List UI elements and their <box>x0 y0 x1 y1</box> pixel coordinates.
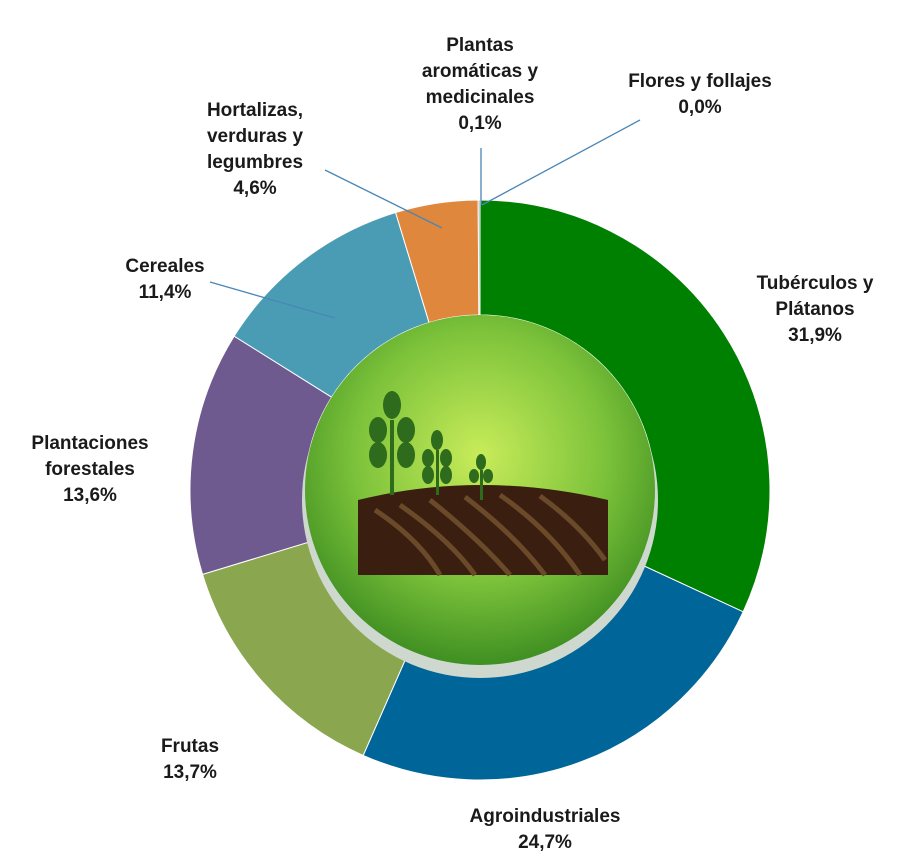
category-label: Frutas <box>160 736 220 757</box>
category-label: Hortalizas, verduras y legumbres <box>206 100 304 173</box>
data-label: Frutas 13,7% <box>130 734 250 786</box>
category-label: Agroindustriales <box>469 806 621 827</box>
data-label: Tubérculos y Plátanos 31,9% <box>745 271 885 349</box>
center-icon <box>302 315 658 678</box>
category-label: Tubérculos y Plátanos <box>756 273 874 320</box>
value-label: 13,7% <box>163 762 217 783</box>
value-label: 13,6% <box>63 485 117 506</box>
value-label: 11,4% <box>138 282 192 303</box>
value-label: 24,7% <box>518 832 572 853</box>
category-label: Plantas aromáticas y medicinales <box>421 35 539 108</box>
category-label: Cereales <box>125 256 205 277</box>
data-label: Plantas aromáticas y medicinales 0,1% <box>395 33 565 137</box>
furrows <box>373 492 608 577</box>
category-label: Plantaciones forestales <box>31 433 149 480</box>
data-label: Agroindustriales 24,7% <box>435 804 655 856</box>
data-label: Cereales 11,4% <box>105 254 225 306</box>
data-label: Hortalizas, verduras y legumbres 4,6% <box>170 98 340 202</box>
value-label: 31,9% <box>788 325 842 346</box>
leader-lines <box>209 119 641 319</box>
category-label: Flores y follajes <box>628 71 772 92</box>
field <box>358 485 608 575</box>
value-label: 0,0% <box>678 97 722 118</box>
plants <box>369 391 493 500</box>
data-label: Plantaciones forestales 13,6% <box>0 431 180 509</box>
value-label: 0,1% <box>458 113 502 134</box>
value-label: 4,6% <box>233 178 277 199</box>
data-label: Flores y follajes 0,0% <box>600 69 800 121</box>
